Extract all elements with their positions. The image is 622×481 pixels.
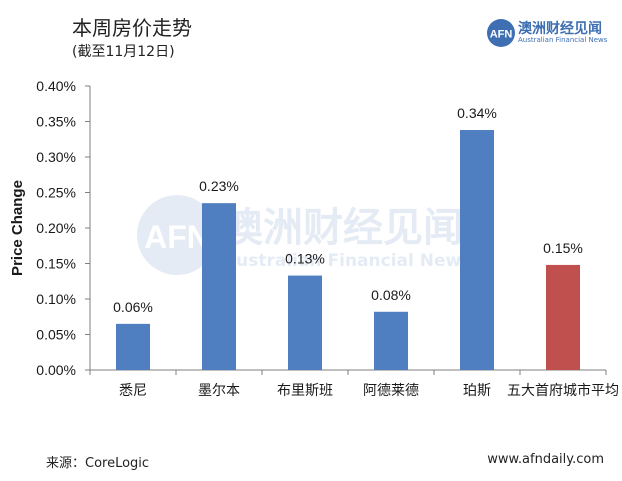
afn-logo-icon: AFN: [487, 19, 515, 47]
data-label: 0.15%: [543, 240, 583, 256]
afn-watermark: AFN 澳洲财经见闻 Australian Financial News: [135, 193, 515, 278]
data-label: 0.06%: [113, 299, 153, 315]
chart-title: 本周房价走势: [72, 16, 192, 40]
y-tick-label: 0.30%: [36, 149, 76, 165]
chart-subtitle: (截至11月12日): [72, 44, 175, 60]
watermark-icon-text: AFN: [144, 219, 210, 255]
afn-logo: AFN 澳洲财经见闻 Australian Financial News: [486, 18, 616, 48]
bar: [546, 264, 580, 370]
x-tick-label: 悉尼: [119, 383, 147, 399]
y-axis-label: Price Change: [9, 180, 26, 276]
y-tick-label: 0.15%: [36, 256, 76, 272]
data-label: 0.34%: [457, 105, 497, 121]
bar: [374, 311, 408, 370]
data-label: 0.23%: [199, 178, 239, 194]
x-tick-label: 五大首府城市平均: [507, 382, 619, 399]
logo-icon-text: AFN: [490, 29, 513, 41]
y-tick-label: 0.10%: [36, 291, 76, 307]
logo-name-en: Australian Financial News: [518, 36, 608, 44]
bar: [116, 323, 150, 370]
watermark-icon: AFN: [137, 195, 217, 275]
data-label: 0.08%: [371, 287, 411, 303]
y-tick-label: 0.05%: [36, 327, 76, 343]
watermark-name-en: Australian Financial News: [223, 251, 472, 271]
logo-name-cn: 澳洲财经见闻: [518, 21, 602, 37]
y-tick-label: 0.40%: [36, 78, 76, 94]
y-tick-label: 0.00%: [36, 362, 76, 378]
y-tick-label: 0.35%: [36, 114, 76, 130]
bar: [460, 130, 494, 370]
y-tick-label: 0.25%: [36, 185, 76, 201]
data-label: 0.13%: [285, 251, 325, 267]
website-link[interactable]: www.afndaily.com: [487, 452, 604, 467]
x-tick-label: 布里斯班: [277, 383, 333, 399]
y-tick-label: 0.20%: [36, 220, 76, 236]
x-tick-label: 墨尔本: [198, 383, 240, 399]
bar: [202, 203, 236, 370]
watermark-name-cn: 澳洲财经见闻: [223, 205, 463, 251]
source-note: 来源：CoreLogic: [46, 456, 150, 471]
bar: [288, 275, 322, 370]
x-tick-label: 珀斯: [463, 383, 491, 399]
x-tick-label: 阿德莱德: [363, 383, 419, 399]
